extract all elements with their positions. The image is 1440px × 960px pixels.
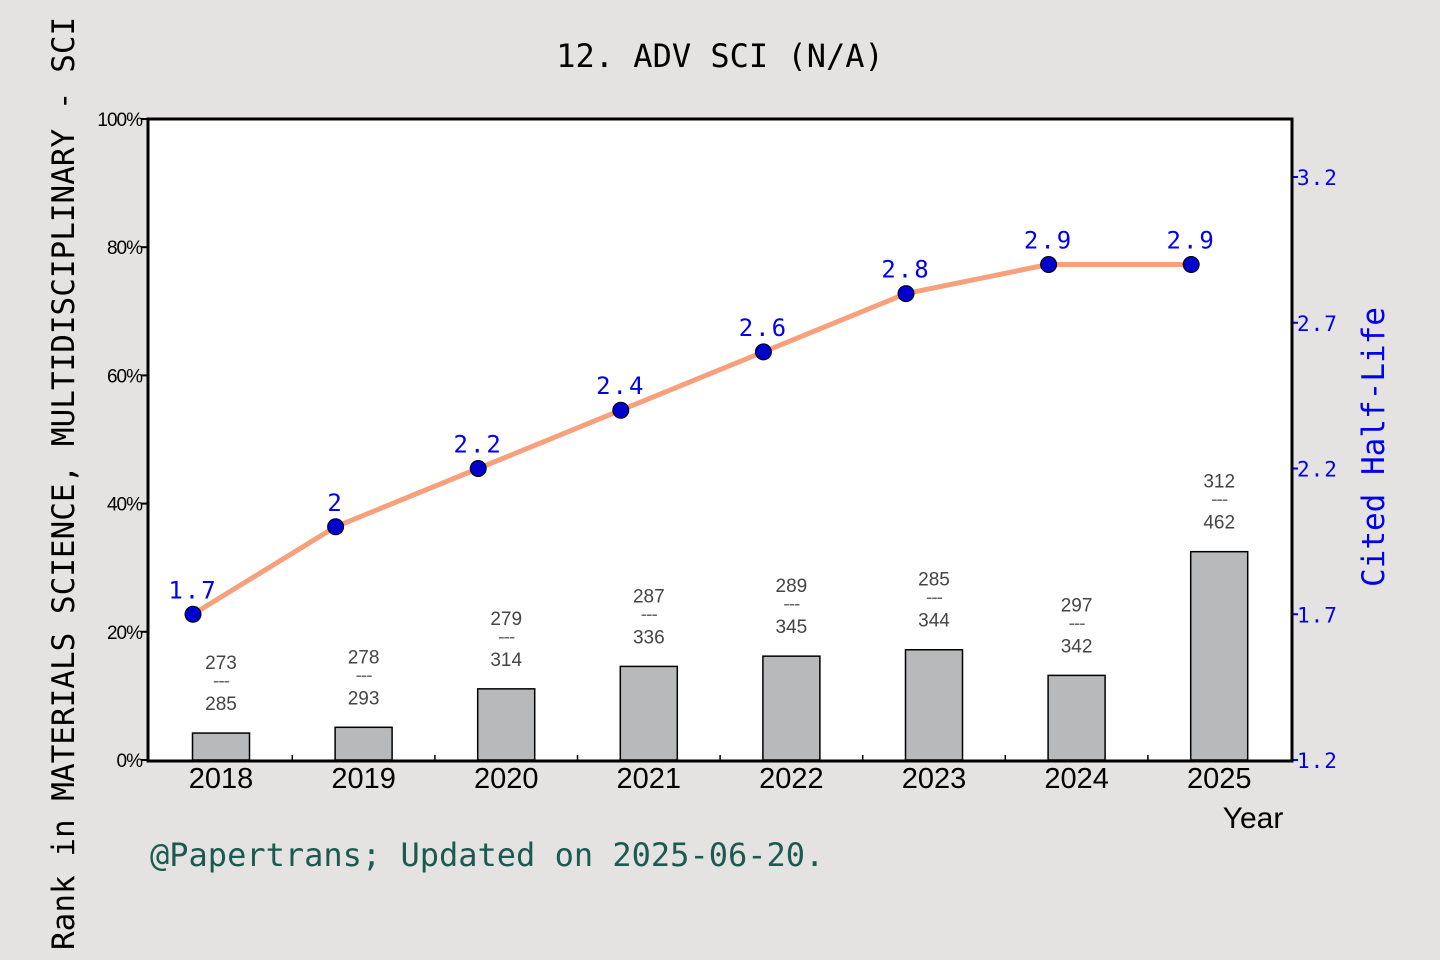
bar-2018 (191, 732, 251, 761)
bar-total-label: 345 (776, 617, 808, 638)
right-axis-tick-label: 1.7 (1297, 603, 1338, 627)
x-axis-tick-label: 2021 (617, 763, 682, 795)
cited-half-life-label: 2.9 (1167, 226, 1216, 254)
left-axis-tick-label: 80% (107, 238, 143, 259)
cited-half-life-label: 2.2 (454, 431, 503, 459)
bar-total-label: 336 (633, 627, 665, 648)
bar-separator: --- (1211, 490, 1228, 511)
bar-rank-label: 289 (776, 576, 808, 597)
bar-total-label: 344 (918, 611, 950, 632)
x-axis-tick-label: 2025 (1187, 763, 1252, 795)
left-axis-tick-label: 60% (107, 366, 143, 387)
bar-rank-label: 285 (918, 570, 950, 591)
left-axis-tick-label: 40% (107, 495, 143, 516)
x-axis-tick-label: 2023 (902, 763, 967, 795)
x-axis-tick-label: 2022 (759, 763, 824, 795)
cited-half-life-label: 2.6 (739, 314, 788, 342)
left-axis-tick-label: 0% (117, 751, 144, 772)
x-axis-tick-label: 2024 (1044, 763, 1109, 795)
cited-half-life-label: 2.4 (596, 372, 645, 400)
right-axis-tick-label: 2.2 (1297, 458, 1338, 482)
bar-2019 (334, 726, 393, 761)
cited-half-life-point-2018 (184, 605, 202, 623)
bar-2021 (619, 665, 679, 761)
plot-area (148, 119, 1292, 761)
bar-rank-label: 287 (633, 586, 665, 607)
right-axis-tick-label: 3.2 (1297, 166, 1338, 190)
bar-2023 (904, 648, 964, 761)
bar-2022 (762, 655, 821, 761)
x-axis-tick-label: 2019 (331, 763, 396, 795)
bar-separator: --- (498, 627, 515, 648)
bar-rank-label: 273 (205, 653, 237, 674)
bar-separator: --- (641, 604, 658, 625)
cited-half-life-point-2019 (327, 518, 345, 536)
right-axis-tick-label: 1.2 (1297, 749, 1338, 773)
bar-total-label: 314 (490, 650, 522, 671)
left-axis-tick-label: 20% (107, 623, 143, 644)
bar-separator: --- (783, 594, 800, 615)
footer-credit: @Papertrans; Updated on 2025-06-20. (150, 836, 824, 874)
bar-separator: --- (356, 665, 373, 686)
bar-rank-label: 278 (348, 647, 380, 668)
bar-total-label: 342 (1061, 636, 1093, 657)
bar-2024 (1047, 674, 1106, 761)
bar-2025 (1189, 550, 1249, 761)
cited-half-life-line (191, 261, 1192, 617)
bar-2020 (476, 688, 536, 761)
cited-half-life-label: 2.8 (881, 256, 930, 284)
bar-total-label: 293 (348, 688, 380, 709)
x-axis-tick-label: 2018 (189, 763, 254, 795)
cited-half-life-point-2020 (469, 460, 487, 477)
cited-half-life-point-2021 (612, 401, 630, 419)
bar-rank-label: 297 (1061, 595, 1093, 616)
chart-title: 12. ADV SCI (N/A) (556, 37, 884, 75)
cited-half-life-point-2023 (897, 285, 915, 303)
cited-half-life-point-2025 (1182, 255, 1200, 273)
bar-rank-label: 312 (1203, 472, 1235, 493)
bar-total-label: 285 (205, 694, 237, 715)
bar-separator: --- (213, 671, 230, 692)
bar-rank-label: 279 (490, 609, 522, 630)
plot-frame (146, 117, 1294, 763)
x-axis-label: Year (1223, 802, 1284, 835)
bar-total-label: 462 (1203, 513, 1235, 534)
bar-separator: --- (926, 588, 943, 609)
cited-half-life-point-2024 (1040, 255, 1058, 273)
cited-half-life-point-2022 (754, 343, 772, 361)
cited-half-life-label: 1.7 (168, 576, 217, 604)
left-axis-tick-label: 100% (97, 110, 143, 131)
cited-half-life-label: 2.9 (1024, 226, 1073, 254)
cited-half-life-label: 2 (327, 489, 343, 517)
right-axis-tick-label: 2.7 (1297, 312, 1338, 336)
x-axis-tick-label: 2020 (474, 763, 539, 795)
right-axis-label: Cited Half-Life (1356, 307, 1392, 587)
left-axis-label: Rank in MATERIALS SCIENCE, MULTIDISCIPLI… (46, 17, 82, 950)
bar-separator: --- (1069, 613, 1086, 634)
